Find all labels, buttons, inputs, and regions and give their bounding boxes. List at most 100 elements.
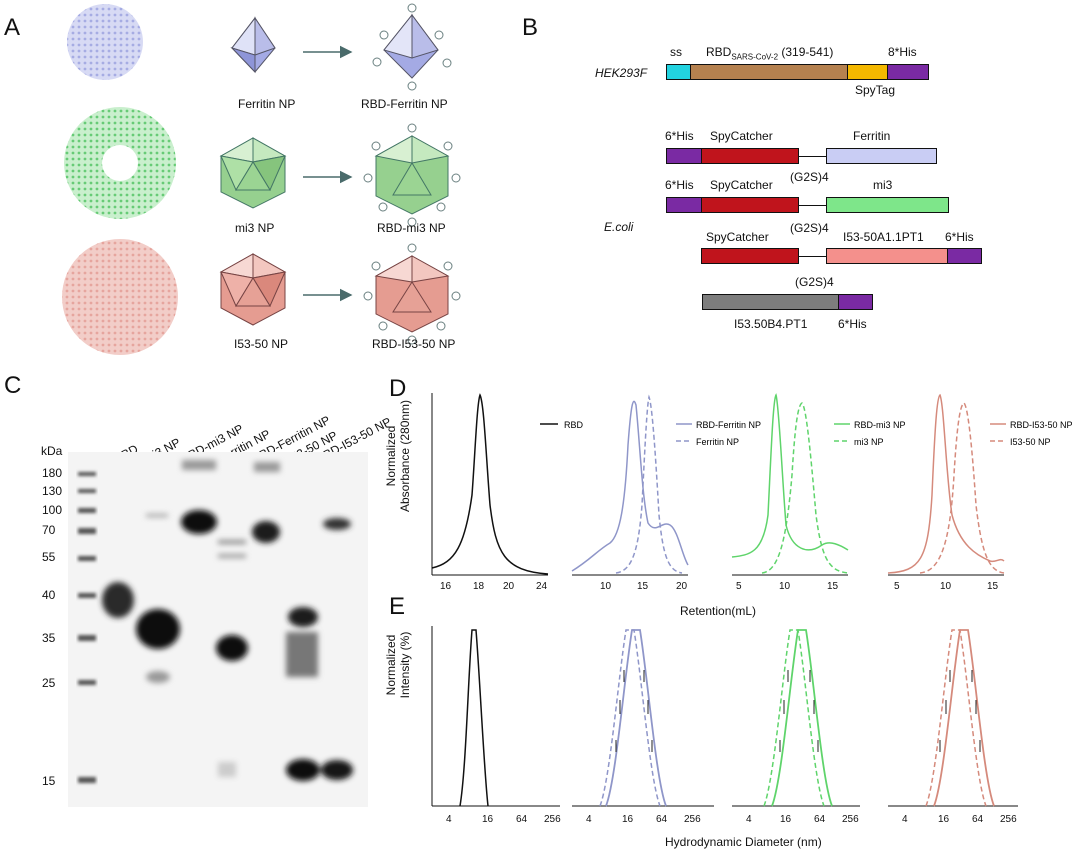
marker-25: 25 <box>42 676 56 690</box>
sec-curve-rbd-i5350 <box>887 393 1005 574</box>
i5350b-label: I53.50B4.PT1 <box>734 317 808 331</box>
e3-tick-4: 4 <box>746 814 752 825</box>
d1-tick-18: 18 <box>473 581 485 592</box>
label-ferritin-np: Ferritin NP <box>238 97 296 111</box>
i5350-structure-icon <box>62 239 178 355</box>
marker-100: 100 <box>42 503 63 517</box>
marker-15: 15 <box>42 774 56 788</box>
ladder-bands <box>78 472 96 783</box>
e1-tick-16: 16 <box>482 814 494 825</box>
panel-label-c: C <box>4 372 22 399</box>
e2-tick-16: 16 <box>622 814 634 825</box>
rbd-mi3-icosahedron-icon <box>374 135 450 215</box>
spycatcher-domain-2 <box>701 197 799 213</box>
sec-plot-ferritin: 10 15 20 RBD-Ferritin NP Ferritin NP <box>571 394 761 592</box>
his6-domain-3 <box>947 248 982 264</box>
i5350a-label: I53-50A1.1PT1 <box>843 230 924 244</box>
marker-55: 55 <box>42 550 56 564</box>
i5350a-domain <box>826 248 948 264</box>
d1-tick-16: 16 <box>440 581 452 592</box>
band-ferritin <box>216 635 248 661</box>
panel-label-e: E <box>389 593 406 620</box>
d2-legend-ferritin: Ferritin NP <box>696 437 739 447</box>
mi3-label: mi3 <box>873 178 893 192</box>
spycatcher-label-2: SpyCatcher <box>710 178 773 192</box>
band-rbd <box>102 582 134 618</box>
rbd-spike-icons <box>363 3 461 345</box>
panel-e-dls-plots: 4 16 64 256 4 16 64 256 4 16 64 <box>431 626 1018 825</box>
spytag-label: SpyTag <box>855 83 896 97</box>
d2-tick-10: 10 <box>600 581 612 592</box>
ferritin-structure-icon <box>67 4 143 80</box>
kda-label: kDa <box>41 444 63 458</box>
e1-tick-4: 4 <box>446 814 452 825</box>
dls-curve-rbd-ferritin <box>605 629 667 807</box>
his6-domain-2 <box>666 197 702 213</box>
panel-label-d: D <box>389 375 407 402</box>
sec-curve-rbd-ferritin <box>571 400 689 572</box>
spytag-domain <box>847 64 888 80</box>
linker-1 <box>799 156 827 158</box>
panel-d-ylabel: Normalized Absorbance (280nm) <box>384 399 412 513</box>
sec-plot-rbd: 16 18 20 24 RBD <box>431 393 584 592</box>
e2-tick-256: 256 <box>684 814 701 825</box>
his8-label: 8*His <box>888 45 917 59</box>
e4-tick-16: 16 <box>938 814 950 825</box>
sec-plot-mi3: 5 10 15 RBD-mi3 NP mi3 NP <box>731 393 906 592</box>
e3-tick-16: 16 <box>780 814 792 825</box>
spycatcher-label-1: SpyCatcher <box>710 129 773 143</box>
sec-curve-ferritin <box>615 394 683 574</box>
label-i5350-np: I53-50 NP <box>234 337 289 351</box>
label-mi3-np: mi3 NP <box>235 221 275 235</box>
e3-tick-256: 256 <box>842 814 859 825</box>
dls-curve-rbd <box>459 629 489 807</box>
band-i5350-upper <box>288 607 318 627</box>
linker-label-1: (G2S)4 <box>790 170 829 184</box>
band-rbd-i5350-lower <box>321 760 353 780</box>
linker-3 <box>799 256 827 258</box>
ferritin-domain <box>826 148 937 164</box>
mi3-structure-icon <box>64 107 176 219</box>
ss-label: ss <box>670 45 682 59</box>
label-rbd-ferritin-np: RBD-Ferritin NP <box>361 97 448 111</box>
dls-plot-ferritin: 4 16 64 256 <box>572 629 714 825</box>
d4-legend-i5350: I53-50 NP <box>1010 437 1051 447</box>
rbd-i5350-icosahedron-icon <box>374 255 450 333</box>
d2-tick-15: 15 <box>637 581 649 592</box>
spycatcher-domain-3 <box>701 248 799 264</box>
his6-label-4: 6*His <box>838 317 867 331</box>
d3-tick-15: 15 <box>827 581 839 592</box>
i5350-icosahedron-icon <box>219 253 287 326</box>
panel-d-xlabel: Retention(mL) <box>680 604 757 618</box>
label-rbd-i5350-np: RBD-I53-50 NP <box>372 337 456 351</box>
spycatcher-domain-1 <box>701 148 799 164</box>
e1-tick-64: 64 <box>516 814 528 825</box>
d2-legend-rbd-ferritin: RBD-Ferritin NP <box>696 420 761 430</box>
e2-tick-64: 64 <box>656 814 668 825</box>
linker-label-3: (G2S)4 <box>795 275 834 289</box>
d4-legend-rbd-i5350: RBD-I53-50 NP <box>1010 420 1073 430</box>
sec-curve-mi3 <box>761 402 849 574</box>
mi3-icosahedron-icon <box>219 137 287 209</box>
e4-tick-64: 64 <box>972 814 984 825</box>
d3-legend-mi3: mi3 NP <box>854 437 884 447</box>
panel-e-xlabel: Hydrodynamic Diameter (nm) <box>665 835 822 849</box>
dls-plot-i5350: 4 16 64 256 <box>888 629 1018 825</box>
band-rbd-i5350-upper <box>323 518 351 530</box>
e1-tick-256: 256 <box>544 814 561 825</box>
dls-curve-rbd-mi3 <box>771 629 833 807</box>
d3-legend-rbd-mi3: RBD-mi3 NP <box>854 420 906 430</box>
e2-tick-4: 4 <box>586 814 592 825</box>
marker-180: 180 <box>42 466 63 480</box>
d4-tick-15: 15 <box>987 581 999 592</box>
e4-tick-256: 256 <box>1000 814 1017 825</box>
d4-tick-5: 5 <box>894 581 900 592</box>
rbd-domain <box>690 64 848 80</box>
his6-domain-1 <box>666 148 702 164</box>
sec-plot-i5350: 5 10 15 RBD-I53-50 NP I53-50 NP <box>887 393 1073 592</box>
panel-a-illustration <box>62 3 461 355</box>
his8-domain <box>887 64 929 80</box>
label-rbd-mi3-np: RBD-mi3 NP <box>377 221 446 235</box>
his6-label-2: 6*His <box>665 178 694 192</box>
marker-130: 130 <box>42 484 63 498</box>
